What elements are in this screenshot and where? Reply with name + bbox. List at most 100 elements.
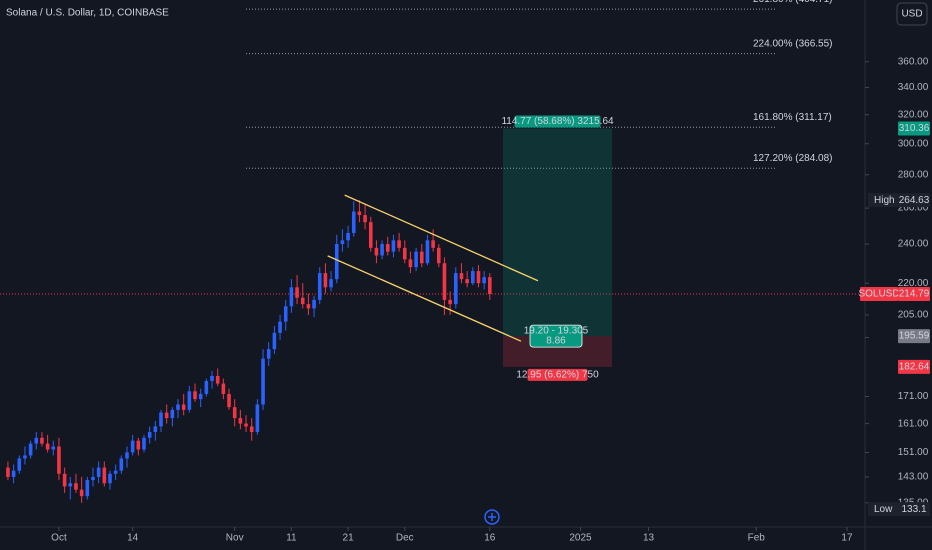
candle-body [74, 483, 78, 490]
candle-body [334, 244, 339, 280]
candle-body [147, 432, 152, 438]
candle-body [471, 271, 475, 284]
price-badge-label: 182.64 [899, 362, 930, 373]
entry-label-bg [529, 324, 583, 348]
candle-body [317, 273, 322, 300]
x-tick-label: Dec [396, 533, 414, 544]
candle-body [340, 240, 345, 245]
candle-body [142, 437, 146, 450]
candle-body [153, 426, 158, 433]
candle-body [283, 306, 288, 322]
badge-tag-bg [868, 502, 898, 517]
price-badge-label: 195.59 [899, 331, 930, 342]
symbol-badge-bg [860, 286, 898, 301]
candle-body [488, 277, 492, 294]
x-tick-label: 2025 [569, 533, 592, 544]
x-tick-label: 16 [484, 533, 496, 544]
add-icon-plus[interactable] [488, 513, 496, 521]
badge-tag: Low [874, 504, 893, 515]
candle-body [238, 418, 243, 424]
candle-body [85, 480, 90, 497]
y-tick-label: 161.00 [898, 418, 929, 429]
candle-body [289, 287, 294, 307]
candle-body [459, 273, 464, 280]
candle-body [346, 232, 350, 241]
price-badge [898, 359, 930, 374]
currency-label[interactable]: USD [901, 9, 922, 20]
x-tick-label: 13 [643, 533, 655, 544]
candle-body [380, 244, 384, 256]
last-price-label: 214.79 [899, 289, 930, 300]
stop-label: 12.95 (6.62%) 750 [516, 370, 599, 381]
candle-body [136, 440, 141, 450]
candle-body [68, 483, 73, 487]
candle-body [323, 273, 328, 288]
candle-body [261, 358, 265, 405]
candle-body [45, 443, 50, 450]
candle-body [108, 473, 112, 484]
candle-body [300, 297, 305, 305]
candle-body [34, 437, 39, 444]
candle-body [448, 299, 452, 305]
candle-body [204, 381, 209, 394]
candle-body [193, 391, 197, 400]
badge-tag: High [874, 195, 895, 206]
y-tick-label: 340.00 [898, 82, 929, 93]
y-tick-label: 360.00 [898, 56, 929, 67]
candle-body [176, 404, 180, 410]
candle-body [96, 467, 101, 477]
candle-body [465, 279, 469, 284]
candle-body [221, 383, 226, 394]
candle-body [385, 244, 390, 252]
x-tick-label: 21 [343, 533, 355, 544]
candle-body [215, 375, 220, 384]
candle-body [130, 440, 135, 453]
candle-body [425, 240, 430, 264]
y-tick-label: 143.00 [898, 472, 929, 483]
y-tick-label: 320.00 [898, 109, 929, 120]
candle-body [11, 470, 16, 477]
candle-body [164, 412, 169, 419]
badge-tag-bg [868, 193, 898, 208]
candle-body [402, 247, 407, 260]
candle-body [329, 279, 333, 288]
y-tick-label: 220.00 [898, 278, 929, 289]
candle-body [312, 299, 316, 309]
entry-label: 19.20 - 19.305 [524, 326, 589, 337]
fib-label: 224.00% (366.55) [753, 38, 833, 49]
candle-body [232, 407, 237, 419]
add-icon[interactable] [484, 509, 500, 525]
currency-button[interactable] [896, 2, 928, 26]
candle-body [17, 458, 22, 471]
candle-body [181, 404, 186, 410]
candle-body [295, 287, 299, 298]
candle-body [357, 211, 362, 216]
candle-body [210, 375, 214, 382]
plot-area: 261.80% (404.71) 224.00% (366.55) 161.80% … [0, 0, 865, 503]
candle-body [227, 393, 231, 408]
candle-body [187, 391, 192, 410]
price-badge-label: 264.63 [899, 195, 930, 206]
y-tick-label: 205.00 [898, 310, 929, 321]
target-label: 114.77 (58.68%) 3215.64 [501, 116, 614, 127]
fib-label: 127.20% (284.08) [753, 153, 833, 164]
x-tick-label: Oct [51, 533, 67, 544]
stop-label-bg [527, 368, 588, 381]
candle-body [40, 437, 44, 444]
candle-body [391, 240, 396, 252]
y-tick-label: 171.00 [898, 391, 929, 402]
candle-body [374, 247, 379, 256]
candle-body [431, 240, 435, 248]
x-tick-label: 14 [127, 533, 139, 544]
candle-body [198, 393, 203, 400]
candle-body [351, 211, 356, 233]
price-badge-label: 133.1 [901, 504, 926, 515]
candle-body [119, 458, 124, 471]
price-badge [898, 329, 930, 344]
candle-body [249, 426, 254, 433]
candle-body [6, 467, 10, 477]
candle-body [368, 222, 373, 248]
candle-body [102, 467, 107, 484]
candle-body [255, 404, 260, 433]
